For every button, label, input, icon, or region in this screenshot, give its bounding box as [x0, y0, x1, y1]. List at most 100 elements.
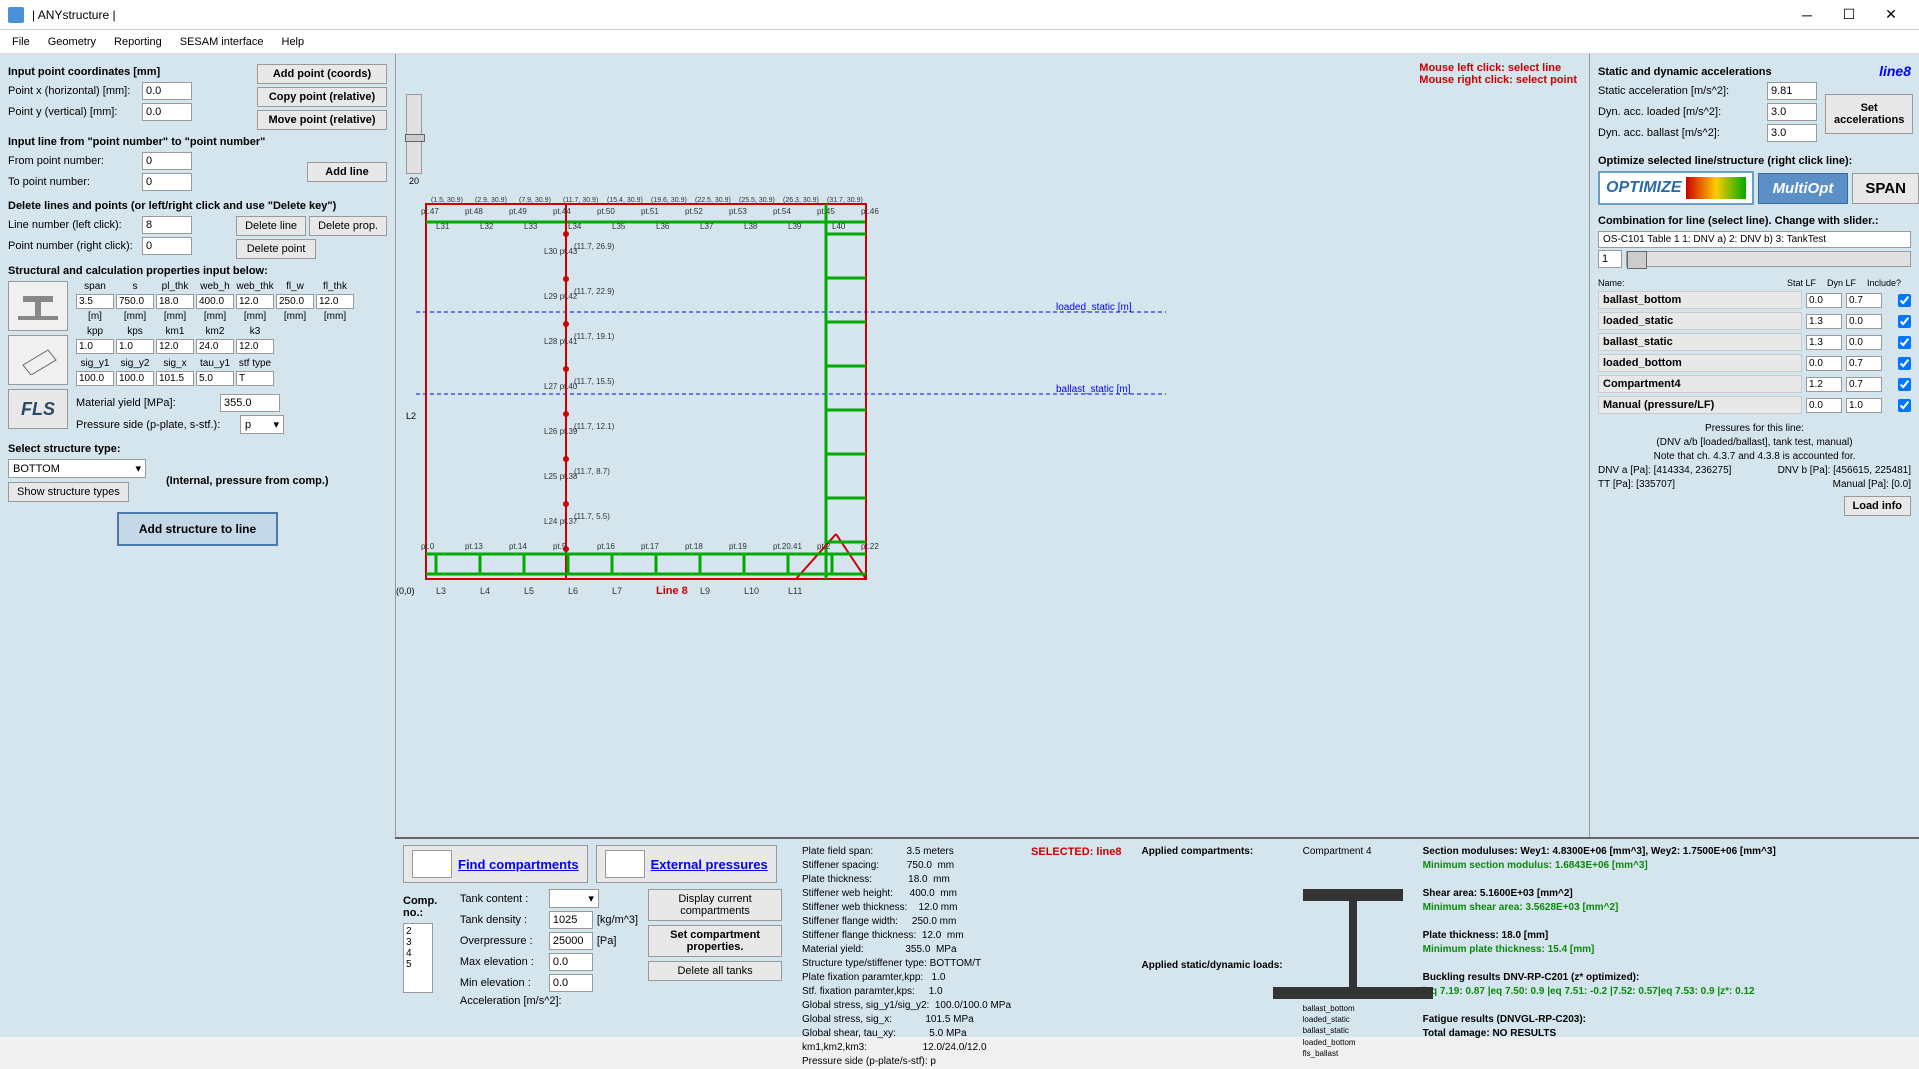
combo-include-2[interactable] — [1898, 336, 1911, 349]
combo-include-3[interactable] — [1898, 357, 1911, 370]
tbar-icon[interactable] — [8, 281, 68, 331]
structtype-select[interactable]: BOTTOM▾ — [8, 459, 146, 478]
overpress-input[interactable] — [549, 932, 593, 950]
combo-stat-5[interactable] — [1806, 398, 1842, 413]
combo-dyn-1[interactable] — [1846, 314, 1882, 329]
from-pt-input[interactable] — [142, 152, 192, 170]
combo-dyn-5[interactable] — [1846, 398, 1882, 413]
slider-value[interactable] — [1598, 250, 1622, 268]
menu-geometry[interactable]: Geometry — [40, 33, 104, 51]
combo-dyn-3[interactable] — [1846, 356, 1882, 371]
delete-point-button[interactable]: Delete point — [236, 239, 316, 259]
linenum-input[interactable] — [142, 216, 192, 234]
combo-stat-4[interactable] — [1806, 377, 1842, 392]
compno-list[interactable]: 2 3 4 5 — [403, 923, 433, 993]
svg-text:L11: L11 — [788, 586, 802, 596]
dynball-input[interactable] — [1767, 124, 1817, 142]
prop-stf type[interactable] — [236, 371, 274, 386]
load-info-button[interactable]: Load info — [1844, 496, 1912, 516]
delete-tanks-button[interactable]: Delete all tanks — [648, 961, 782, 981]
combo-stat-2[interactable] — [1806, 335, 1842, 350]
multiopt-button[interactable]: MultiOpt — [1758, 173, 1849, 204]
svg-text:L25 pt.38: L25 pt.38 — [544, 472, 578, 481]
tankdensity-input[interactable] — [549, 911, 593, 929]
combo-name-4: Compartment4 — [1598, 375, 1802, 393]
copy-point-button[interactable]: Copy point (relative) — [257, 87, 387, 107]
delete-prop-button[interactable]: Delete prop. — [309, 216, 387, 236]
menu-reporting[interactable]: Reporting — [106, 33, 170, 51]
from-pt-label: From point number: — [8, 155, 138, 167]
svg-text:(19.6, 30.9): (19.6, 30.9) — [651, 197, 687, 204]
prop-kps[interactable] — [116, 339, 154, 354]
svg-text:pt.50: pt.50 — [597, 207, 615, 216]
fls-icon[interactable]: FLS — [8, 389, 68, 429]
display-comp-button[interactable]: Display current compartments — [648, 889, 782, 921]
prop-span[interactable] — [76, 294, 114, 309]
prop-pl_thk[interactable] — [156, 294, 194, 309]
combo-include-5[interactable] — [1898, 399, 1911, 412]
pointx-input[interactable] — [142, 82, 192, 100]
prop-k3[interactable] — [236, 339, 274, 354]
static-accel-input[interactable] — [1767, 82, 1817, 100]
menu-help[interactable]: Help — [274, 33, 313, 51]
menu-file[interactable]: File — [4, 33, 38, 51]
minelev-input[interactable] — [549, 974, 593, 992]
maxelev-input[interactable] — [549, 953, 593, 971]
combo-stat-1[interactable] — [1806, 314, 1842, 329]
to-pt-input[interactable] — [142, 173, 192, 191]
prop-sig_x[interactable] — [156, 371, 194, 386]
prop-km2[interactable] — [196, 339, 234, 354]
dynload-input[interactable] — [1767, 103, 1817, 121]
close-button[interactable]: ✕ — [1871, 1, 1911, 29]
set-accel-button[interactable]: Set accelerations — [1825, 94, 1913, 134]
svg-text:pt.48: pt.48 — [465, 207, 483, 216]
svg-text:(11.7, 22.9): (11.7, 22.9) — [574, 287, 615, 296]
combo-dyn-0[interactable] — [1846, 293, 1882, 308]
menu-sesam[interactable]: SESAM interface — [172, 33, 272, 51]
canvas-area[interactable]: Mouse left click: select line Mouse righ… — [395, 54, 1589, 837]
prop-web_h[interactable] — [196, 294, 234, 309]
svg-text:(11.7, 8.7): (11.7, 8.7) — [574, 467, 610, 476]
span-button[interactable]: SPAN — [1852, 173, 1919, 204]
show-types-button[interactable]: Show structure types — [8, 482, 129, 502]
optimize-button[interactable]: OPTIMIZE — [1598, 171, 1754, 205]
maximize-button[interactable]: ☐ — [1829, 1, 1869, 29]
combo-include-0[interactable] — [1898, 294, 1911, 307]
external-pressures-button[interactable]: External pressures — [596, 845, 777, 883]
combo-include-4[interactable] — [1898, 378, 1911, 391]
find-compartments-button[interactable]: Find compartments — [403, 845, 588, 883]
add-line-button[interactable]: Add line — [307, 162, 387, 182]
prop-s[interactable] — [116, 294, 154, 309]
plate-icon[interactable] — [8, 335, 68, 385]
combo-dyn-2[interactable] — [1846, 335, 1882, 350]
matyield-input[interactable] — [220, 394, 280, 412]
prop-tau_y1[interactable] — [196, 371, 234, 386]
svg-text:pt.45: pt.45 — [817, 207, 835, 216]
combo-slider[interactable] — [1626, 251, 1911, 267]
prop-web_thk[interactable] — [236, 294, 274, 309]
prop-kpp[interactable] — [76, 339, 114, 354]
prop-km1[interactable] — [156, 339, 194, 354]
svg-text:pt.49: pt.49 — [509, 207, 527, 216]
combo-include-1[interactable] — [1898, 315, 1911, 328]
prop-sig_y1[interactable] — [76, 371, 114, 386]
combo-name-0: ballast_bottom — [1598, 291, 1802, 309]
pside-select[interactable]: p▾ — [240, 415, 284, 434]
prop-fl_w[interactable] — [276, 294, 314, 309]
compartment-icon — [412, 850, 452, 878]
minimize-button[interactable]: ─ — [1787, 1, 1827, 29]
combo-dyn-4[interactable] — [1846, 377, 1882, 392]
prop-sig_y2[interactable] — [116, 371, 154, 386]
tankcontent-select[interactable]: ▾ — [549, 889, 599, 908]
add-point-button[interactable]: Add point (coords) — [257, 64, 387, 84]
delete-line-button[interactable]: Delete line — [236, 216, 306, 236]
move-point-button[interactable]: Move point (relative) — [257, 110, 387, 130]
ptnum-input[interactable] — [142, 237, 192, 255]
set-comp-button[interactable]: Set compartment properties. — [648, 925, 782, 957]
svg-text:(11.7, 26.9): (11.7, 26.9) — [574, 242, 615, 251]
pointy-input[interactable] — [142, 103, 192, 121]
combo-stat-3[interactable] — [1806, 356, 1842, 371]
add-struct-button[interactable]: Add structure to line — [117, 512, 278, 546]
combo-stat-0[interactable] — [1806, 293, 1842, 308]
prop-fl_thk[interactable] — [316, 294, 354, 309]
